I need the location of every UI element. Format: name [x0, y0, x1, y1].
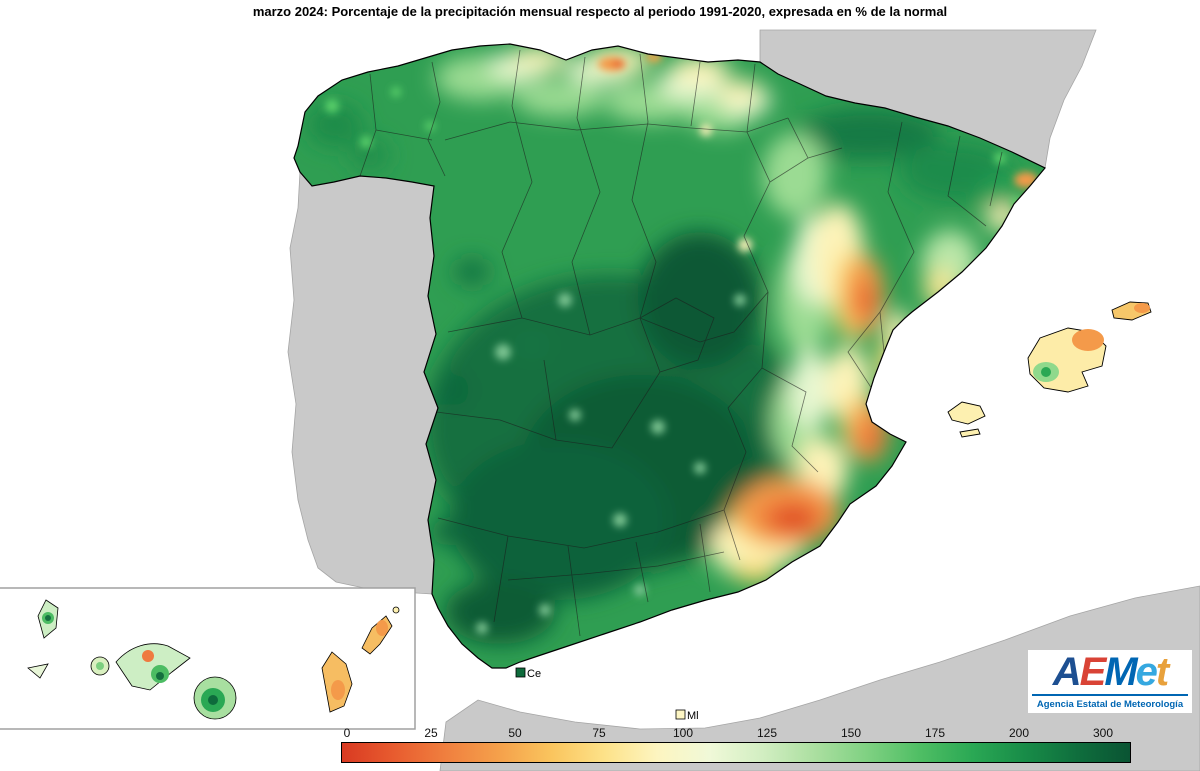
ibiza-island: [947, 401, 986, 425]
logo-letter: M: [1104, 650, 1137, 694]
aemet-logo: AEMet Agencia Estatal de Meteorología: [1028, 650, 1192, 713]
logo-letter: E: [1079, 650, 1107, 694]
tick-200: 200: [1008, 726, 1030, 740]
aemet-wordmark: AEMet: [1028, 652, 1192, 692]
ceuta-label: Ce: [527, 668, 541, 680]
spain-coastline: [293, 43, 1046, 669]
province-borders: [359, 49, 1003, 637]
tick-125: 125: [756, 726, 778, 740]
logo-letter: t: [1155, 650, 1169, 694]
la-graciosa-island: [392, 606, 400, 614]
logo-rule: [1032, 694, 1188, 696]
neighbor-countries: [287, 29, 1200, 771]
formentera-island: [959, 428, 981, 438]
logo-letter: A: [1052, 650, 1082, 694]
colorbar-gradient: [341, 742, 1131, 763]
balearic-islands: [947, 301, 1152, 438]
tick-175: 175: [924, 726, 946, 740]
el-hierro-island: [27, 663, 49, 679]
ceuta-marker: Ce: [515, 667, 541, 680]
tick-150: 150: [840, 726, 862, 740]
tick-25: 25: [424, 726, 438, 740]
melilla-marker: Ml: [675, 709, 699, 722]
africa-landmass: [439, 585, 1200, 771]
tick-0: 0: [343, 726, 351, 740]
aemet-subtitle: Agencia Estatal de Meteorología: [1036, 699, 1184, 710]
tick-300: 300: [1092, 726, 1114, 740]
tick-75: 75: [592, 726, 606, 740]
logo-letter: e: [1135, 650, 1158, 694]
tick-50: 50: [508, 726, 522, 740]
tick-100: 100: [672, 726, 694, 740]
canary-islands-inset: [0, 587, 416, 730]
melilla-label: Ml: [687, 710, 699, 722]
portugal-landmass: [287, 170, 439, 595]
map-title: marzo 2024: Porcentaje de la precipitaci…: [252, 4, 948, 19]
